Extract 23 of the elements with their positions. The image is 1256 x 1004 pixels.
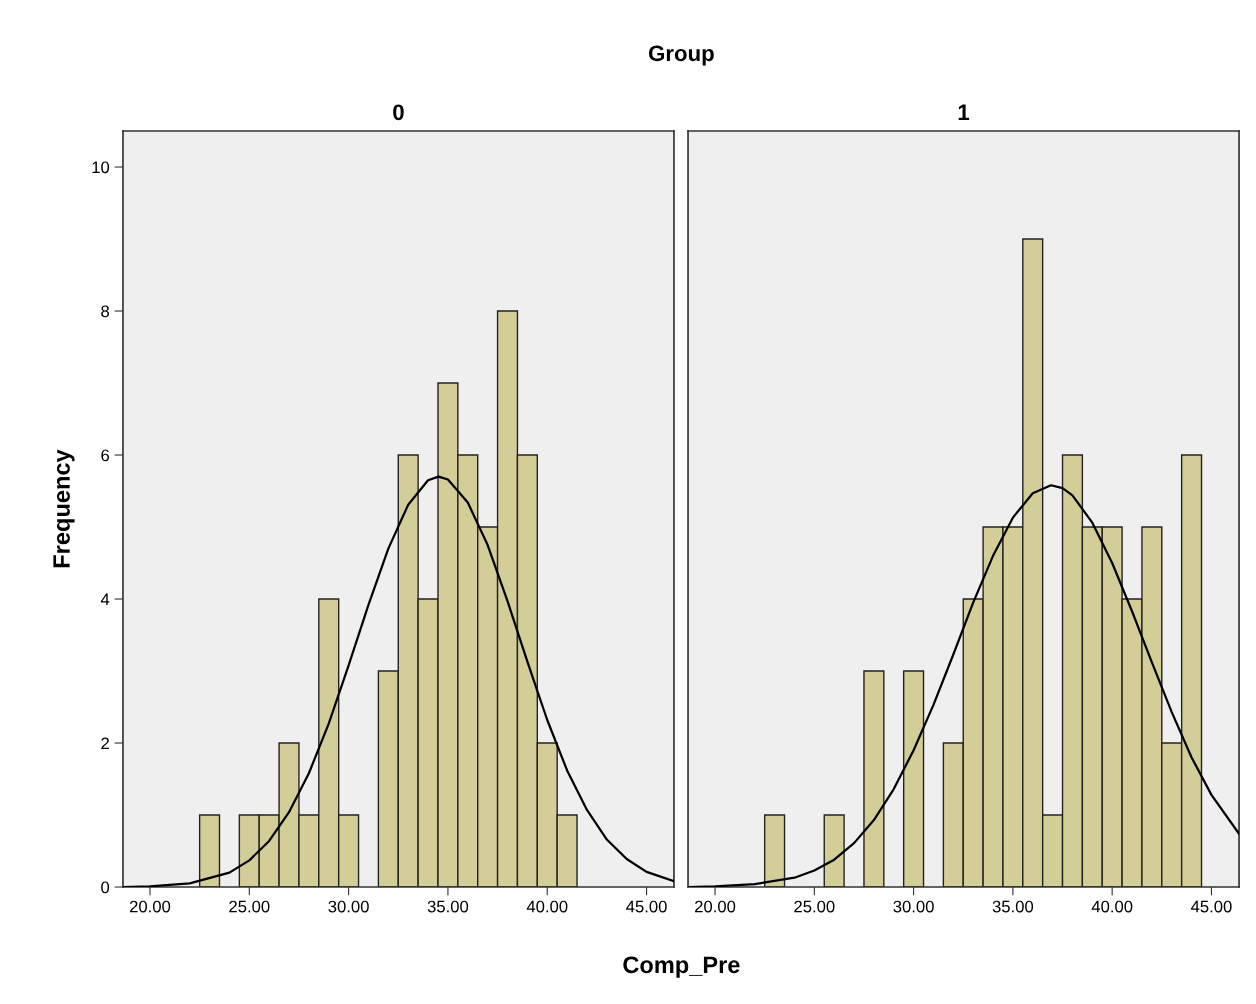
y-tick-label: 8 <box>101 305 110 318</box>
x-tick-label: 30.00 <box>328 900 369 913</box>
x-tick-label: 40.00 <box>526 900 568 913</box>
y-tick-label: 2 <box>101 737 109 750</box>
chart-title: 1 <box>958 104 970 120</box>
x-tick-label: 35.00 <box>427 900 469 913</box>
y-tick-label: 10 <box>92 161 110 174</box>
x-tick-label: 25.00 <box>229 900 270 913</box>
x-tick-label: 40.00 <box>1091 900 1133 913</box>
x-tick-label: 45.00 <box>1190 900 1232 913</box>
text: Group <box>648 45 714 66</box>
x-axis-title: Comp_Pre <box>623 956 740 978</box>
y-tick-label: 0 <box>101 881 110 894</box>
x-tick-label: 35.00 <box>992 900 1034 913</box>
x-tick-label: 20.00 <box>695 900 736 913</box>
chart-title: 0 <box>393 104 404 121</box>
x-tick-label: 25.00 <box>794 900 835 913</box>
y-tick-label: 6 <box>101 449 110 462</box>
y-tick-label: 4 <box>100 593 110 606</box>
x-tick-label: 45.00 <box>626 900 667 913</box>
x-tick-label: 20.00 <box>129 900 171 913</box>
y-axis-title: Frequency <box>53 449 75 568</box>
x-tick-label: 30.00 <box>893 900 934 913</box>
